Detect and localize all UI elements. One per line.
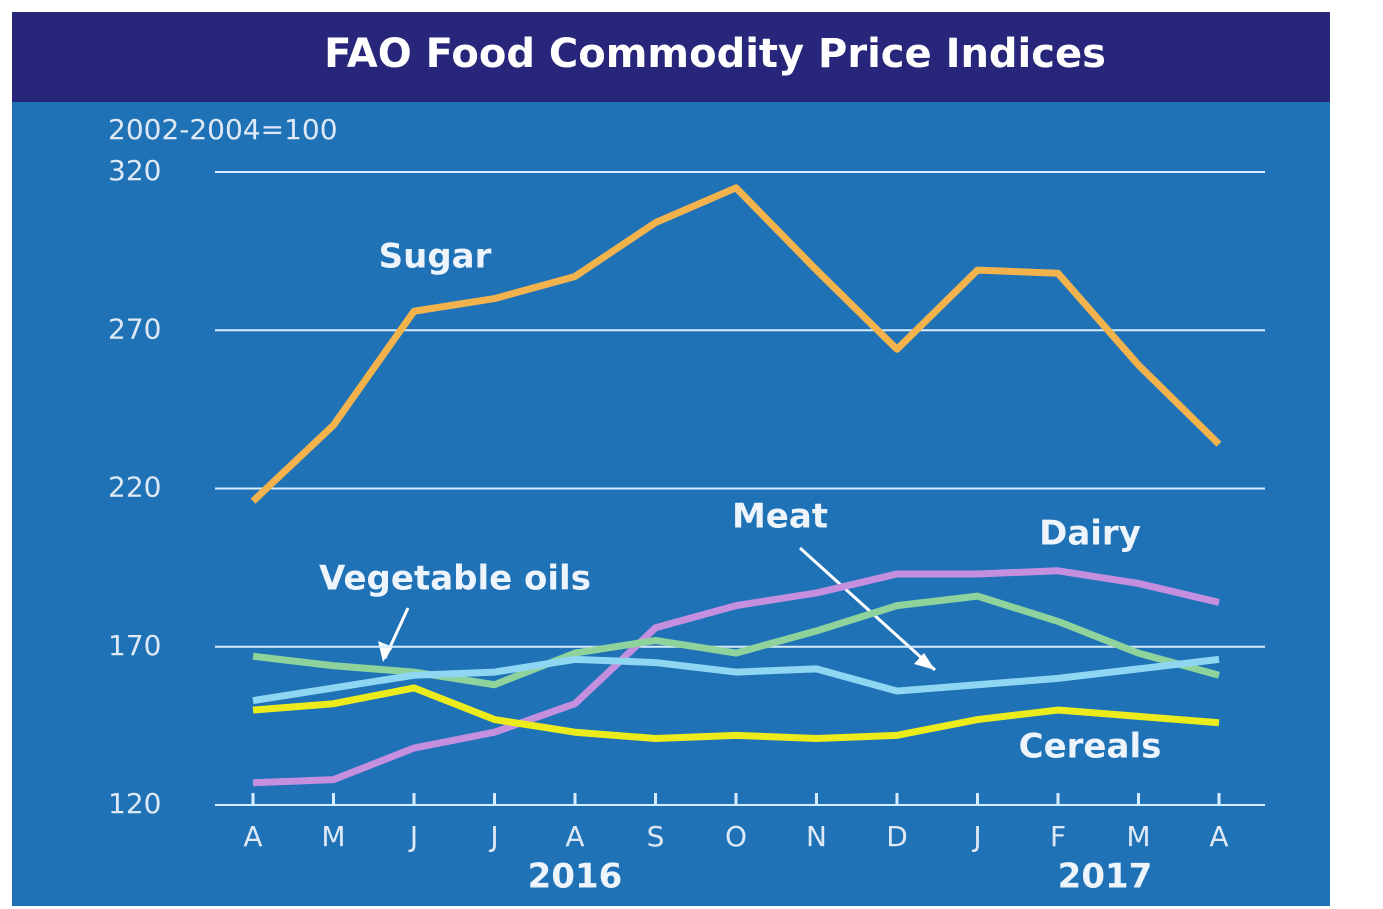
x-tick-label: J	[488, 820, 498, 853]
y-tick-label: 320	[108, 154, 161, 187]
meat-arrow	[798, 546, 937, 672]
series-line	[252, 684, 1220, 743]
chart-title: FAO Food Commodity Price Indices	[324, 31, 1106, 77]
x-tick-label: N	[806, 820, 827, 853]
x-tick-label: M	[321, 820, 345, 853]
x-tick-label: A	[243, 820, 262, 853]
x-tick-label: D	[886, 820, 908, 853]
x-tick-label: J	[408, 820, 418, 853]
x-tick-label: A	[1209, 820, 1228, 853]
series-label: Vegetable oils	[319, 559, 591, 599]
series-label: Meat	[732, 497, 828, 537]
year-label: 2016	[528, 857, 623, 897]
year-label: 2017	[1058, 857, 1153, 897]
x-tick-label: F	[1050, 820, 1066, 853]
series-label: Cereals	[1019, 727, 1162, 767]
series-label: Dairy	[1039, 514, 1141, 554]
subtitle: 2002-2004=100	[108, 113, 338, 146]
x-tick-label: O	[725, 820, 747, 853]
x-tick-label: S	[647, 820, 665, 853]
series-line	[252, 655, 1220, 705]
x-tick-label: J	[971, 820, 981, 853]
y-tick-label: 170	[108, 629, 161, 662]
series-label: Sugar	[379, 237, 492, 277]
x-tick-label: A	[565, 820, 584, 853]
y-tick-label: 120	[108, 787, 161, 820]
series-line	[250, 184, 1222, 504]
series-line	[252, 567, 1220, 787]
y-tick-label: 220	[108, 471, 161, 504]
meat-arrow-head	[914, 653, 935, 670]
y-tick-label: 270	[108, 312, 161, 345]
plot-background	[12, 100, 1330, 906]
x-tick-label: M	[1126, 820, 1150, 853]
title-bar	[12, 12, 1330, 102]
